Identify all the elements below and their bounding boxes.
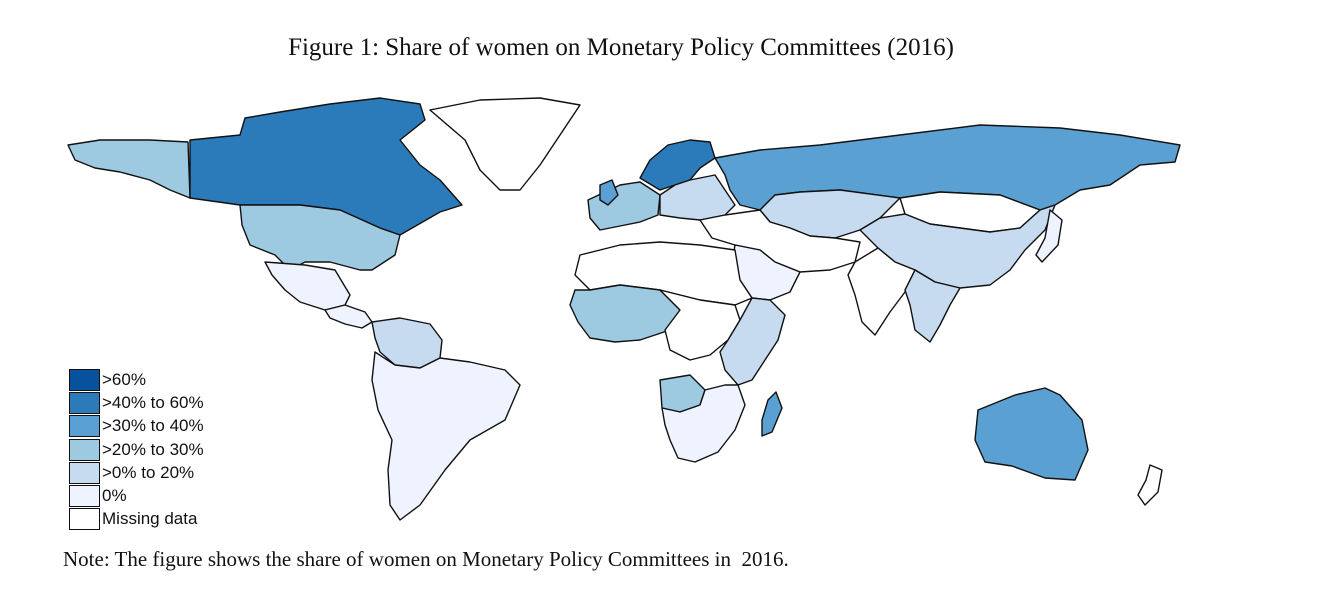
- legend-label: 0%: [102, 486, 127, 506]
- figure-title: Figure 1: Share of women on Monetary Pol…: [288, 34, 954, 61]
- legend-swatch-icon: [69, 508, 100, 531]
- region-east-africa: [719, 297, 786, 386]
- legend-item: Missing data: [69, 508, 204, 531]
- legend-swatch-icon: [69, 438, 100, 461]
- legend-item: 0%: [69, 484, 204, 508]
- legend-item: >60%: [69, 368, 204, 391]
- legend-label: >60%: [102, 369, 146, 389]
- legend-label: >20% to 30%: [102, 439, 204, 459]
- figure-note: Note: The figure shows the share of wome…: [63, 547, 789, 571]
- region-india: [847, 247, 916, 336]
- legend-swatch-icon: [69, 461, 100, 484]
- region-southern-africa: [661, 384, 746, 463]
- region-south-america: [371, 351, 521, 521]
- region-greenland: [429, 97, 581, 191]
- legend-swatch-icon: [69, 485, 100, 508]
- legend-swatch-icon: [69, 391, 100, 414]
- region-new-zealand: [1137, 464, 1163, 506]
- legend-label: >30% to 40%: [102, 416, 204, 436]
- legend-label: >40% to 60%: [102, 392, 204, 412]
- legend-label: Missing data: [102, 509, 198, 529]
- legend-item: >30% to 40%: [69, 415, 204, 438]
- region-central-america: [324, 304, 373, 329]
- region-madagascar: [761, 391, 783, 437]
- region-mexico: [264, 261, 351, 311]
- region-japan: [1035, 209, 1063, 263]
- map-legend: >60% >40% to 60% >30% to 40% >20% to 30%…: [69, 368, 204, 531]
- region-alaska: [67, 139, 191, 199]
- region-west-africa: [569, 284, 681, 343]
- legend-item: >0% to 20%: [69, 461, 204, 484]
- region-uk: [599, 179, 619, 206]
- region-southeast-asia: [904, 269, 961, 343]
- region-eastern-europe: [659, 174, 736, 221]
- region-western-europe: [587, 181, 661, 231]
- region-united-states: [239, 204, 401, 271]
- region-australia: [974, 387, 1089, 481]
- legend-item: >40% to 60%: [69, 391, 204, 414]
- region-central-africa: [659, 289, 741, 361]
- legend-swatch-icon: [69, 415, 100, 438]
- legend-swatch-icon: [69, 368, 100, 391]
- legend-label: >0% to 20%: [102, 462, 195, 482]
- legend-item: >20% to 30%: [69, 438, 204, 461]
